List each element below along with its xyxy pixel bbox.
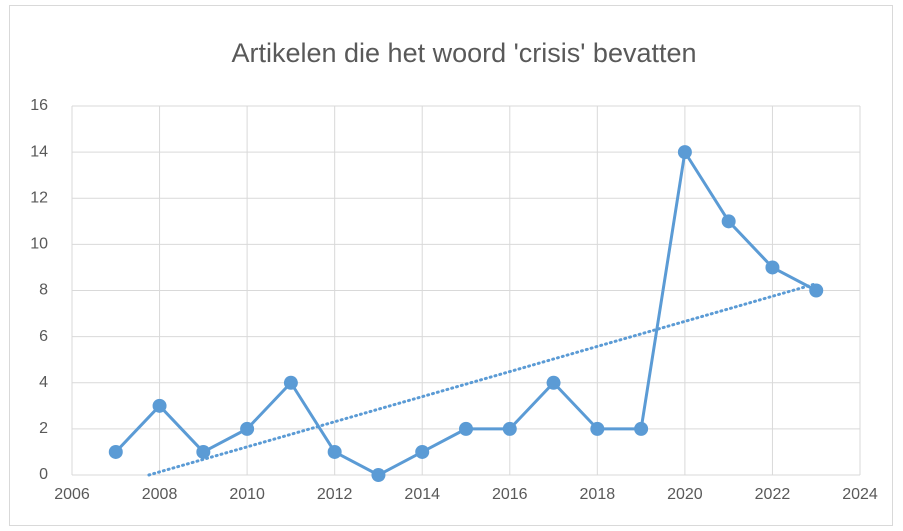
data-point — [283, 375, 298, 390]
data-point — [459, 421, 473, 436]
data-point — [590, 421, 605, 436]
chart-border — [9, 5, 893, 526]
x-tick-label: 2008 — [142, 486, 178, 503]
data-point — [240, 421, 255, 436]
data-point — [371, 468, 386, 482]
data-point — [327, 444, 342, 459]
y-tick-label: 0 — [39, 466, 48, 483]
y-tick-label: 16 — [30, 97, 48, 114]
y-tick-label: 4 — [39, 374, 48, 391]
data-point — [721, 214, 736, 229]
x-tick-label: 2018 — [580, 486, 616, 503]
y-tick-label: 12 — [30, 189, 48, 206]
data-point — [634, 421, 649, 436]
data-point — [677, 145, 692, 160]
x-tick-label: 2006 — [54, 486, 90, 503]
data-point — [502, 421, 517, 436]
x-tick-label: 2016 — [492, 486, 528, 503]
y-tick-label: 10 — [30, 236, 48, 253]
x-tick-label: 2024 — [842, 486, 878, 503]
data-point — [415, 444, 430, 459]
data-point — [546, 375, 561, 390]
x-tick-label: 2012 — [317, 486, 353, 503]
data-point — [108, 444, 123, 459]
data-point — [809, 283, 824, 298]
chart-title: Artikelen die het woord 'crisis' bevatte… — [231, 38, 696, 68]
trendline — [147, 282, 818, 477]
y-tick-label: 2 — [39, 420, 48, 437]
x-tick-label: 2020 — [667, 486, 703, 503]
x-tick-label: 2022 — [755, 486, 791, 503]
y-tick-label: 14 — [30, 143, 48, 160]
x-tick-label: 2014 — [404, 486, 440, 503]
y-tick-label: 8 — [39, 282, 48, 299]
data-point — [765, 260, 780, 275]
x-tick-label: 2010 — [229, 486, 265, 503]
y-tick-label: 6 — [39, 328, 48, 345]
data-point — [196, 444, 211, 459]
data-point — [152, 398, 167, 413]
